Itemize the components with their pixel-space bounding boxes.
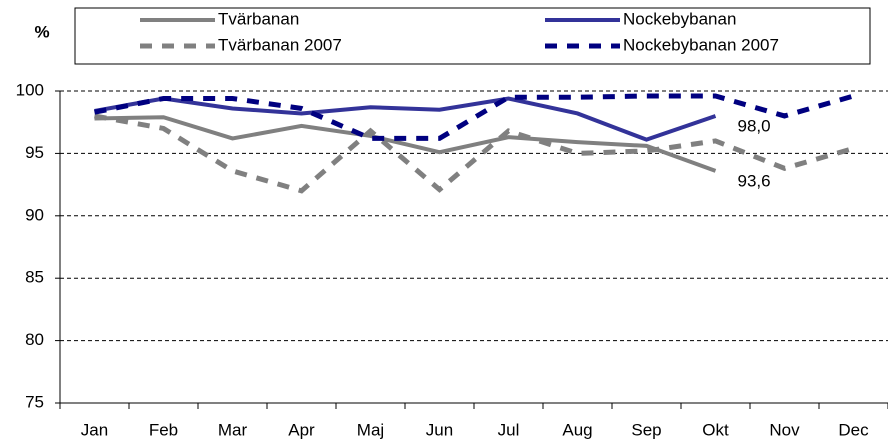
legend-label: Nockebybanan	[623, 9, 736, 28]
y-tick-label: 90	[25, 205, 44, 224]
x-tick-label: Maj	[357, 420, 384, 439]
y-tick-label: 85	[25, 268, 44, 287]
x-tick-label: Nov	[769, 420, 800, 439]
y-tick-label: 100	[16, 80, 44, 99]
x-tick-label: Apr	[288, 420, 315, 439]
y-tick-label: 80	[25, 330, 44, 349]
y-tick-label: 95	[25, 143, 44, 162]
legend-box	[74, 7, 871, 65]
x-tick-label: Sep	[631, 420, 661, 439]
series-line	[94, 115, 717, 173]
x-tick-label: Dec	[838, 420, 869, 439]
x-tick-label: Jun	[426, 420, 453, 439]
legend-label: Tvärbanan	[218, 9, 299, 28]
legend-label: Tvärbanan 2007	[218, 35, 342, 54]
series-line	[94, 96, 717, 142]
x-tick-label: Mar	[218, 420, 248, 439]
y-axis-label: %	[34, 22, 49, 41]
y-tick-label: 75	[25, 392, 44, 411]
data-label: 98,0	[738, 116, 771, 135]
data-label: 93,6	[738, 171, 771, 190]
x-tick-label: Okt	[702, 420, 729, 439]
x-tick-label: Feb	[149, 420, 178, 439]
x-tick-label: Jan	[81, 420, 108, 439]
legend-label: Nockebybanan 2007	[623, 35, 779, 54]
series-line	[94, 113, 855, 194]
x-tick-label: Jul	[498, 420, 520, 439]
x-tick-label: Aug	[562, 420, 592, 439]
